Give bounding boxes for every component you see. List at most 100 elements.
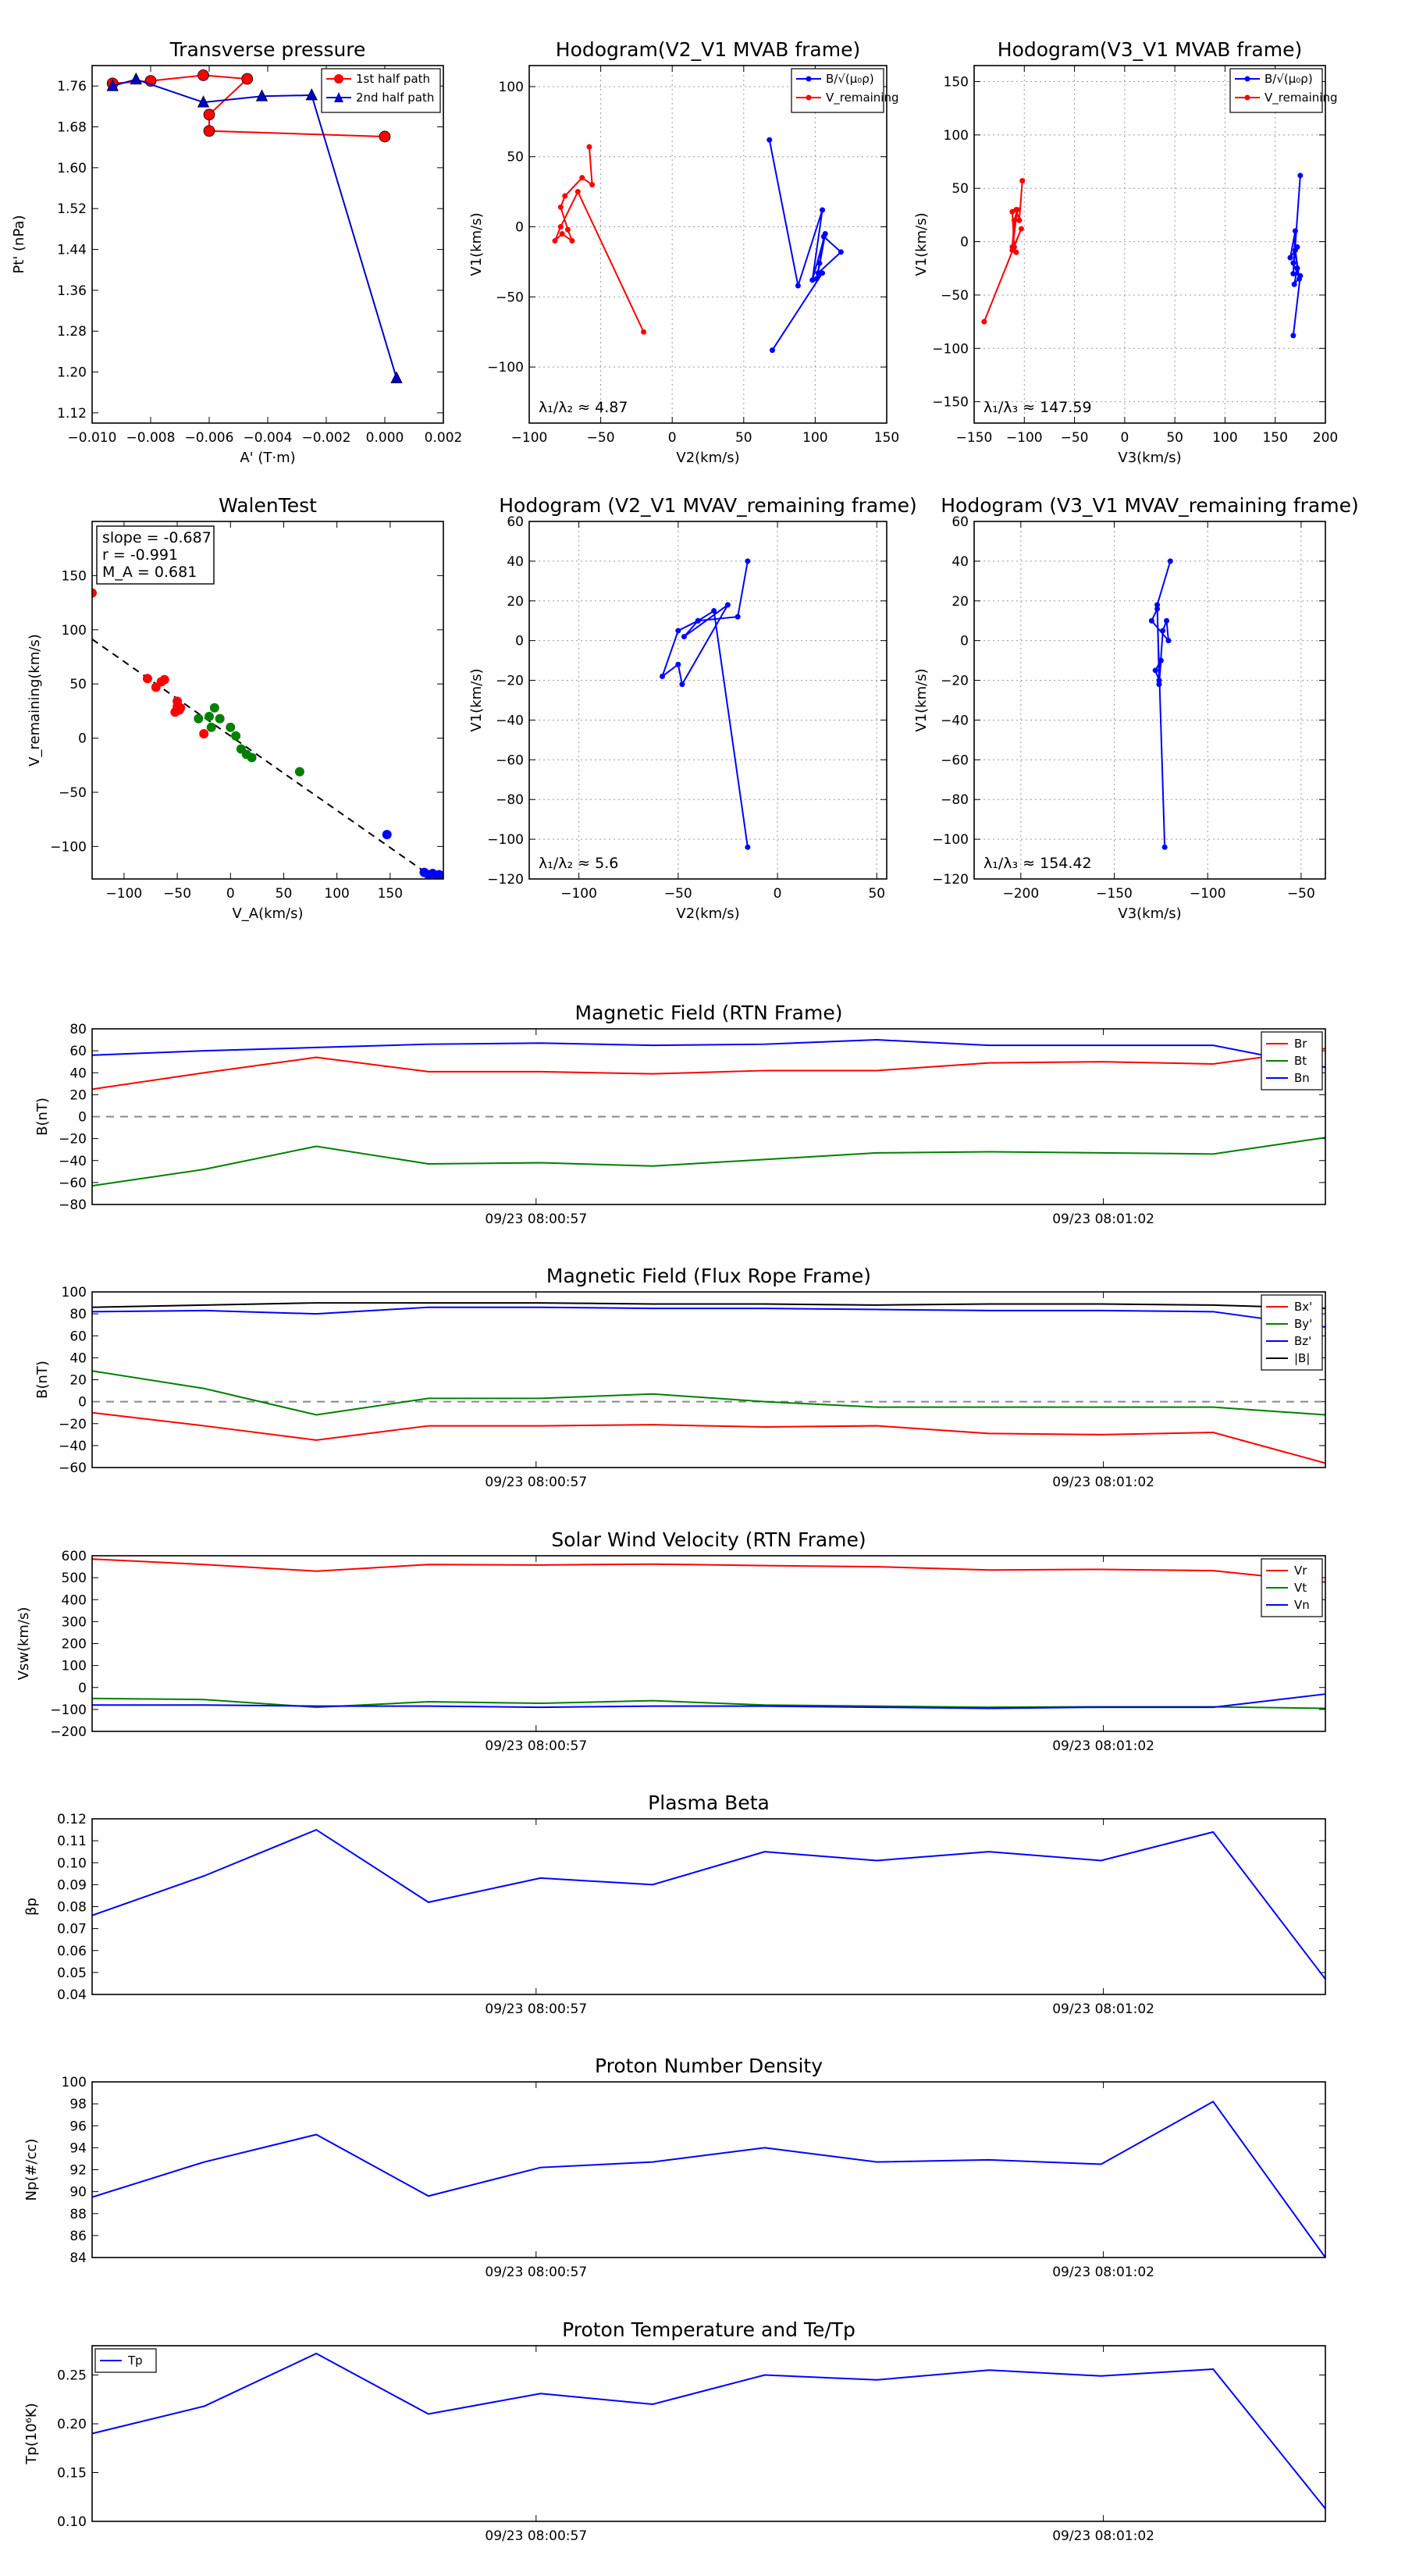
series-line (91, 1039, 1326, 1069)
y-tick-label: 100 (499, 80, 524, 95)
data-point (215, 713, 225, 724)
data-marker (675, 661, 681, 667)
series-line (1151, 560, 1172, 848)
data-marker (981, 318, 987, 325)
data-marker (1156, 681, 1162, 688)
series-line (91, 1048, 1326, 1091)
x-tick-label: −0.010 (68, 430, 117, 446)
data-point (194, 713, 204, 724)
x-tick-label: 0.002 (425, 430, 463, 446)
legend-label: Vt (1294, 1581, 1307, 1595)
stats-box (96, 525, 215, 585)
y-tick-label: 0.06 (57, 1944, 87, 1959)
data-marker (735, 614, 741, 620)
y-tick-label: 1.28 (57, 324, 87, 340)
legend-box (1229, 68, 1323, 113)
data-marker (1161, 844, 1168, 850)
y-tick-label: 100 (944, 128, 969, 144)
data-marker (197, 95, 210, 108)
data-marker (1287, 254, 1293, 261)
y-tick-label: −50 (59, 785, 87, 801)
y-tick-label: 100 (62, 1285, 87, 1300)
y-tick-label: 150 (62, 568, 87, 584)
x-tick-label: 09/23 08:01:02 (1052, 1212, 1154, 1227)
legend-label: Tp (127, 2354, 143, 2368)
plot-frame (528, 521, 887, 880)
y-tick-label: −20 (59, 1132, 87, 1147)
chart-ts4: 09/23 08:00:57 09/23 08:01:02 0.04 0.05 0.06… (23, 1791, 1326, 2017)
y-tick-label: 0 (960, 235, 969, 251)
x-tick-label: 09/23 08:00:57 (485, 1738, 587, 1754)
y-tick-label: −60 (496, 753, 524, 768)
y-tick-label: 500 (62, 1571, 87, 1586)
y-tick-label: −40 (59, 1439, 87, 1454)
y-tick-label: 40 (507, 554, 524, 570)
plot-frame (91, 65, 444, 424)
legend-label: Bz' (1294, 1334, 1311, 1348)
data-marker (795, 283, 801, 289)
chart-title: Hodogram(V3_V1 MVAB frame) (998, 38, 1302, 61)
x-tick-label: 0.000 (366, 430, 404, 446)
data-marker (1291, 281, 1297, 287)
y-tick-label: 400 (62, 1592, 87, 1608)
series-line (91, 1411, 1326, 1464)
y-tick-label: −50 (941, 288, 969, 304)
data-marker (681, 634, 687, 640)
y-tick-label: −40 (59, 1154, 87, 1169)
x-tick-label: −0.008 (126, 430, 176, 446)
x-tick-label: 09/23 08:01:02 (1052, 2528, 1154, 2544)
data-marker (1294, 265, 1300, 272)
data-marker (815, 270, 821, 276)
x-tick-label: 150 (874, 430, 899, 446)
plot-area (659, 558, 751, 850)
x-tick-label: 100 (324, 886, 349, 902)
y-tick-label: 0.15 (57, 2466, 87, 2482)
data-marker (1009, 208, 1016, 215)
data-marker (1154, 602, 1161, 608)
data-point (142, 674, 152, 684)
y-tick-label: 1.20 (57, 365, 87, 381)
y-tick-label: −20 (941, 674, 969, 689)
y-tick-label: 20 (69, 1373, 87, 1389)
data-marker (820, 233, 827, 240)
data-marker (838, 249, 844, 255)
y-tick-label: 1.44 (57, 243, 87, 258)
series-line (91, 1306, 1326, 1328)
data-marker (562, 193, 568, 199)
data-point (92, 588, 97, 598)
data-marker (557, 204, 564, 210)
y-tick-label: −80 (941, 792, 969, 808)
x-tick-label: 50 (735, 430, 752, 446)
y-axis-label: Tp(10⁶K) (23, 2403, 40, 2464)
y-tick-label: −20 (496, 674, 524, 689)
legend-marker (806, 76, 812, 82)
y-tick-label: 0.10 (57, 2514, 87, 2530)
x-axis-label: A' (T·m) (240, 450, 295, 466)
legend-marker (1244, 76, 1250, 82)
data-marker (203, 125, 215, 137)
data-marker (1018, 226, 1024, 232)
x-tick-label: 09/23 08:00:57 (485, 2265, 587, 2280)
data-marker (197, 69, 209, 81)
chart-title: Plasma Beta (648, 1791, 770, 1814)
data-point (209, 703, 219, 713)
y-axis-label: Vsw(km/s) (16, 1607, 32, 1681)
chart-title: WalenTest (219, 494, 317, 517)
data-marker (379, 130, 391, 143)
y-tick-label: 0 (78, 1681, 87, 1696)
data-marker (1009, 247, 1016, 254)
y-tick-label: −20 (59, 1417, 87, 1432)
y-tick-label: 1.12 (57, 406, 87, 422)
series-line (660, 560, 749, 848)
y-tick-label: 20 (507, 594, 524, 610)
legend-label: Bn (1294, 1071, 1310, 1085)
plot-area (106, 69, 403, 383)
legend-label: V_remaining (826, 91, 899, 105)
y-tick-label: 50 (507, 150, 524, 165)
chart-ts5: 09/23 08:00:57 09/23 08:01:02 84 86 88 90 92 94… (23, 2055, 1326, 2280)
y-tick-label: 98 (69, 2097, 87, 2112)
legend-label: 2nd half path (356, 91, 434, 105)
series-line (91, 1370, 1326, 1416)
chart-ts6: 09/23 08:00:57 09/23 08:01:02 0.10 0.15 0.20… (23, 2318, 1326, 2544)
chart-ts3: 09/23 08:00:57 09/23 08:01:02 −200 −100 0 100… (16, 1528, 1326, 1754)
